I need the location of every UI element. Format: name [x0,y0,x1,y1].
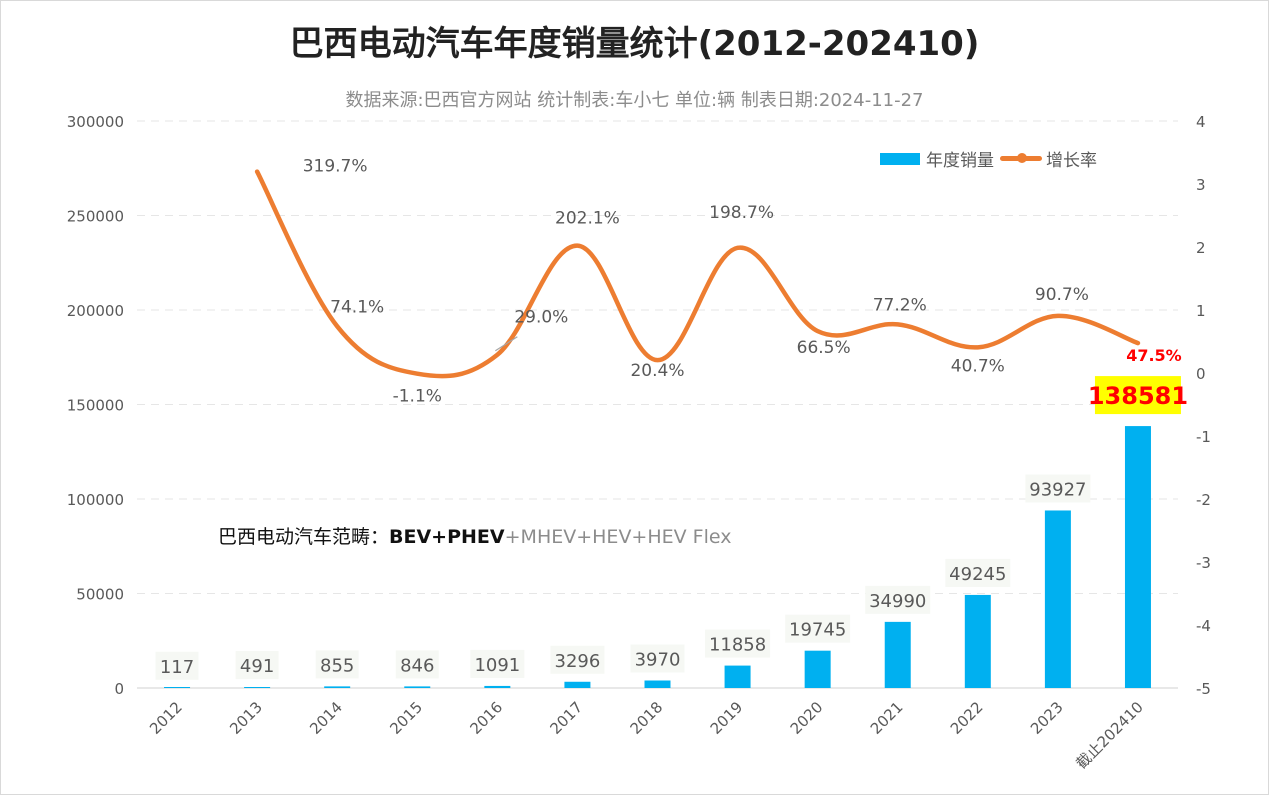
right-tick-label: 3 [1196,176,1206,194]
bar-label-bg [155,651,199,680]
x-tick-label: 2012 [146,698,186,738]
bar [324,686,351,688]
left-tick-label: 0 [114,680,124,698]
bar-data-label: 491 [240,656,274,677]
x-tick-label: 2013 [226,698,266,738]
bar [644,680,671,688]
line-data-label: 198.7% [709,203,774,223]
bar-data-label: 1091 [474,655,520,676]
right-tick-label: -4 [1196,617,1211,635]
line-data-label: 319.7% [303,157,368,177]
bar [724,665,751,688]
legend-bar-swatch [880,152,920,165]
line-data-label: -1.1% [393,387,442,407]
scope-annotation: 巴西电动汽车范畴：BEV+PHEV+MHEV+HEV+HEV Flex [218,522,732,549]
right-tick-label: -2 [1196,491,1211,509]
bar-label-bg [550,645,605,674]
bar-label-bg [1025,474,1091,503]
x-tick-label: 2022 [947,698,987,738]
line-data-label: 77.2% [873,295,927,315]
left-tick-label: 150000 [67,397,124,415]
line-data-label: 74.1% [330,297,384,317]
x-tick-label: 2020 [787,698,827,738]
line-data-label: 47.5% [1126,346,1182,365]
bar-data-label: 138581 [1088,382,1188,410]
bar-data-label: 49245 [949,564,1006,585]
x-tick-label: 2019 [707,698,747,738]
left-tick-label: 100000 [67,491,124,509]
x-tick-label: 2015 [386,698,426,738]
scope-bold: BEV+PHEV [389,526,505,548]
bar [1124,426,1151,688]
growth-rate-line [254,169,1141,379]
bar [964,594,991,688]
bar [164,687,191,688]
bar [804,650,831,688]
bar [404,686,431,688]
legend-line-swatch [1000,153,1042,163]
bar-label-bg [785,614,851,643]
bar-label-bg [865,585,931,614]
scope-prefix: 巴西电动汽车范畴： [218,526,390,548]
legend-bar-label: 年度销量 [926,151,994,171]
bar [484,685,511,688]
bar-data-label: 93927 [1029,479,1086,500]
bar-data-label: 3970 [635,649,681,670]
legend: 年度销量 增长率 [880,146,1097,171]
right-tick-label: -5 [1196,680,1211,698]
bar-label-bg [705,629,771,658]
bar-data-label: 19745 [789,620,846,641]
bar-data-label: 11858 [709,635,766,656]
x-tick-label: 2016 [466,698,506,738]
bar [564,681,591,688]
x-tick-label: 2018 [627,698,667,738]
line-data-label: 40.7% [951,356,1005,376]
x-tick-label: 2014 [306,698,346,738]
line-data-label: 202.1% [555,209,620,229]
line-data-label: 29.0% [514,308,568,328]
line-data-label: 90.7% [1035,285,1089,305]
legend-line-label: 增长率 [1046,151,1097,171]
x-tick-label: 2021 [867,698,907,738]
line-data-label: 66.5% [797,338,851,358]
x-tick-label: 2017 [547,698,587,738]
left-tick-label: 300000 [67,113,124,131]
bar-label-bg [395,650,439,679]
x-tick-label: 截止202410 [1072,698,1146,772]
bar-data-label: 117 [160,657,194,678]
left-tick-label: 50000 [76,586,124,604]
bar [884,621,911,688]
right-tick-label: 0 [1196,365,1206,383]
scope-rest: +MHEV+HEV+HEV Flex [504,526,732,548]
right-tick-label: 4 [1196,113,1206,131]
bar [1044,510,1071,688]
x-tick-label: 2023 [1027,698,1067,738]
right-tick-label: -1 [1196,428,1211,446]
chart-title: 巴西电动汽车年度销量统计(2012-202410) [289,24,980,64]
left-tick-label: 250000 [67,208,124,226]
bar [244,687,271,688]
bar-data-label: 34990 [869,591,926,612]
label-leader-line [495,336,518,352]
line-data-label: 20.4% [630,361,684,381]
bar-data-label: 846 [400,655,434,676]
bar-label-bg [315,650,359,679]
right-tick-label: 2 [1196,239,1206,257]
highlight-label-bg [1094,376,1181,415]
chart-subtitle: 数据来源:巴西官方网站 统计制表:车小七 单位:辆 制表日期:2024-11-2… [345,90,924,111]
right-tick-label: -3 [1196,554,1211,572]
bar-label-bg [470,649,525,678]
left-tick-label: 200000 [67,302,124,320]
bar-label-bg [235,651,279,680]
bar-data-label: 855 [320,655,354,676]
bar-data-label: 3296 [555,651,601,672]
bar-label-bg [630,644,685,673]
right-tick-label: 1 [1196,302,1206,320]
bar-label-bg [945,558,1011,587]
